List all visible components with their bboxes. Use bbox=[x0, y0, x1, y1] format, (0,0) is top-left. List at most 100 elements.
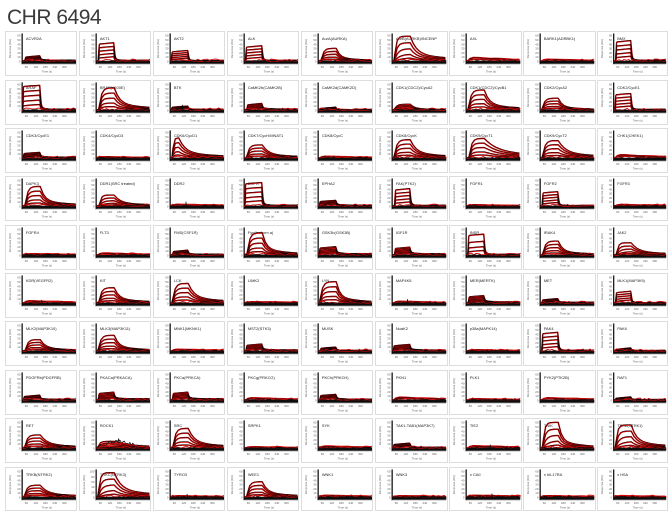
svg-text:20: 20 bbox=[609, 100, 613, 104]
svg-text:60: 60 bbox=[609, 131, 613, 135]
svg-text:0: 0 bbox=[92, 108, 94, 112]
svg-text:60: 60 bbox=[469, 452, 473, 456]
svg-text:60: 60 bbox=[609, 469, 613, 473]
svg-text:240: 240 bbox=[200, 259, 205, 263]
svg-text:Time (s): Time (s) bbox=[189, 360, 199, 364]
svg-text:40: 40 bbox=[17, 91, 21, 95]
svg-text:120: 120 bbox=[255, 307, 260, 311]
svg-text:10: 10 bbox=[239, 152, 243, 156]
svg-text:240: 240 bbox=[497, 259, 502, 263]
svg-text:180: 180 bbox=[191, 210, 196, 214]
svg-text:20: 20 bbox=[387, 341, 391, 345]
svg-text:10: 10 bbox=[535, 201, 539, 205]
svg-text:60: 60 bbox=[469, 210, 473, 214]
svg-text:0: 0 bbox=[537, 205, 539, 209]
svg-text:40: 40 bbox=[165, 236, 169, 240]
svg-text:60: 60 bbox=[535, 131, 539, 135]
svg-text:40: 40 bbox=[387, 429, 391, 433]
svg-text:Time (s): Time (s) bbox=[338, 166, 348, 170]
svg-text:Response (RU): Response (RU) bbox=[452, 184, 456, 203]
svg-text:Response (RU): Response (RU) bbox=[230, 88, 234, 107]
svg-text:120: 120 bbox=[552, 500, 557, 504]
svg-text:60: 60 bbox=[543, 162, 547, 166]
svg-text:Time (s): Time (s) bbox=[338, 118, 348, 122]
svg-text:40: 40 bbox=[239, 478, 243, 482]
svg-text:240: 240 bbox=[497, 162, 502, 166]
svg-text:180: 180 bbox=[487, 452, 492, 456]
svg-text:0: 0 bbox=[315, 205, 317, 209]
svg-text:120: 120 bbox=[107, 114, 112, 118]
svg-text:180: 180 bbox=[339, 259, 344, 263]
svg-text:Time (s): Time (s) bbox=[41, 457, 51, 461]
svg-text:180: 180 bbox=[191, 114, 196, 118]
svg-text:60: 60 bbox=[313, 469, 317, 473]
svg-text:20: 20 bbox=[535, 196, 539, 200]
svg-text:50: 50 bbox=[461, 232, 465, 236]
svg-text:Time (s): Time (s) bbox=[41, 263, 51, 267]
svg-text:20: 20 bbox=[313, 341, 317, 345]
svg-text:300: 300 bbox=[653, 162, 658, 166]
svg-text:20: 20 bbox=[313, 438, 317, 442]
svg-text:30: 30 bbox=[165, 47, 169, 51]
svg-text:10: 10 bbox=[313, 201, 317, 205]
svg-text:30: 30 bbox=[609, 482, 613, 486]
svg-text:30: 30 bbox=[239, 192, 243, 196]
svg-text:Time (s): Time (s) bbox=[633, 263, 643, 267]
svg-text:60: 60 bbox=[461, 82, 465, 86]
svg-text:20: 20 bbox=[165, 100, 169, 104]
svg-text:40: 40 bbox=[609, 236, 613, 240]
svg-text:180: 180 bbox=[339, 307, 344, 311]
svg-text:60: 60 bbox=[91, 131, 95, 135]
svg-text:WEE1: WEE1 bbox=[248, 472, 259, 477]
svg-text:50: 50 bbox=[165, 473, 169, 477]
svg-text:120: 120 bbox=[478, 500, 483, 504]
svg-text:300: 300 bbox=[580, 355, 585, 359]
svg-text:30: 30 bbox=[535, 337, 539, 341]
svg-text:50: 50 bbox=[313, 232, 317, 236]
svg-text:WNK3: WNK3 bbox=[396, 472, 407, 477]
svg-text:120: 120 bbox=[255, 452, 260, 456]
svg-text:60: 60 bbox=[461, 179, 465, 183]
svg-text:180: 180 bbox=[191, 307, 196, 311]
svg-text:300: 300 bbox=[62, 355, 67, 359]
svg-text:300: 300 bbox=[432, 307, 437, 311]
svg-text:0: 0 bbox=[537, 302, 539, 306]
svg-text:0: 0 bbox=[463, 495, 465, 499]
svg-text:300: 300 bbox=[653, 307, 658, 311]
svg-text:40: 40 bbox=[313, 236, 317, 240]
svg-text:60: 60 bbox=[165, 131, 169, 135]
svg-text:30: 30 bbox=[91, 240, 95, 244]
svg-text:50: 50 bbox=[387, 183, 391, 187]
svg-text:0: 0 bbox=[611, 108, 613, 112]
svg-text:10: 10 bbox=[17, 346, 21, 350]
svg-text:20: 20 bbox=[165, 51, 169, 55]
svg-text:Response (RU): Response (RU) bbox=[600, 39, 604, 58]
svg-text:CDK8/CycK: CDK8/CycK bbox=[396, 133, 417, 138]
svg-text:Response (RU): Response (RU) bbox=[526, 378, 530, 397]
svg-text:Response (RU): Response (RU) bbox=[600, 475, 604, 494]
svg-text:0: 0 bbox=[241, 495, 243, 499]
svg-text:60: 60 bbox=[98, 210, 102, 214]
svg-text:20: 20 bbox=[313, 293, 317, 297]
svg-text:10: 10 bbox=[313, 104, 317, 108]
svg-text:120: 120 bbox=[107, 307, 112, 311]
svg-text:Time (s): Time (s) bbox=[115, 360, 125, 364]
svg-text:Time (s): Time (s) bbox=[633, 118, 643, 122]
svg-text:Time (s): Time (s) bbox=[264, 166, 274, 170]
svg-text:10: 10 bbox=[91, 346, 95, 350]
svg-text:120: 120 bbox=[403, 210, 408, 214]
svg-text:180: 180 bbox=[117, 162, 122, 166]
svg-text:60: 60 bbox=[469, 404, 473, 408]
svg-text:10: 10 bbox=[387, 346, 391, 350]
svg-text:300: 300 bbox=[284, 210, 289, 214]
svg-text:120: 120 bbox=[552, 114, 557, 118]
svg-text:60: 60 bbox=[395, 404, 399, 408]
svg-text:240: 240 bbox=[497, 355, 502, 359]
svg-text:60: 60 bbox=[17, 82, 21, 86]
svg-text:120: 120 bbox=[329, 500, 334, 504]
svg-text:60: 60 bbox=[165, 227, 169, 231]
svg-text:10: 10 bbox=[387, 297, 391, 301]
svg-text:60: 60 bbox=[91, 373, 95, 377]
svg-text:Response (RU): Response (RU) bbox=[156, 281, 160, 300]
svg-text:30: 30 bbox=[461, 192, 465, 196]
